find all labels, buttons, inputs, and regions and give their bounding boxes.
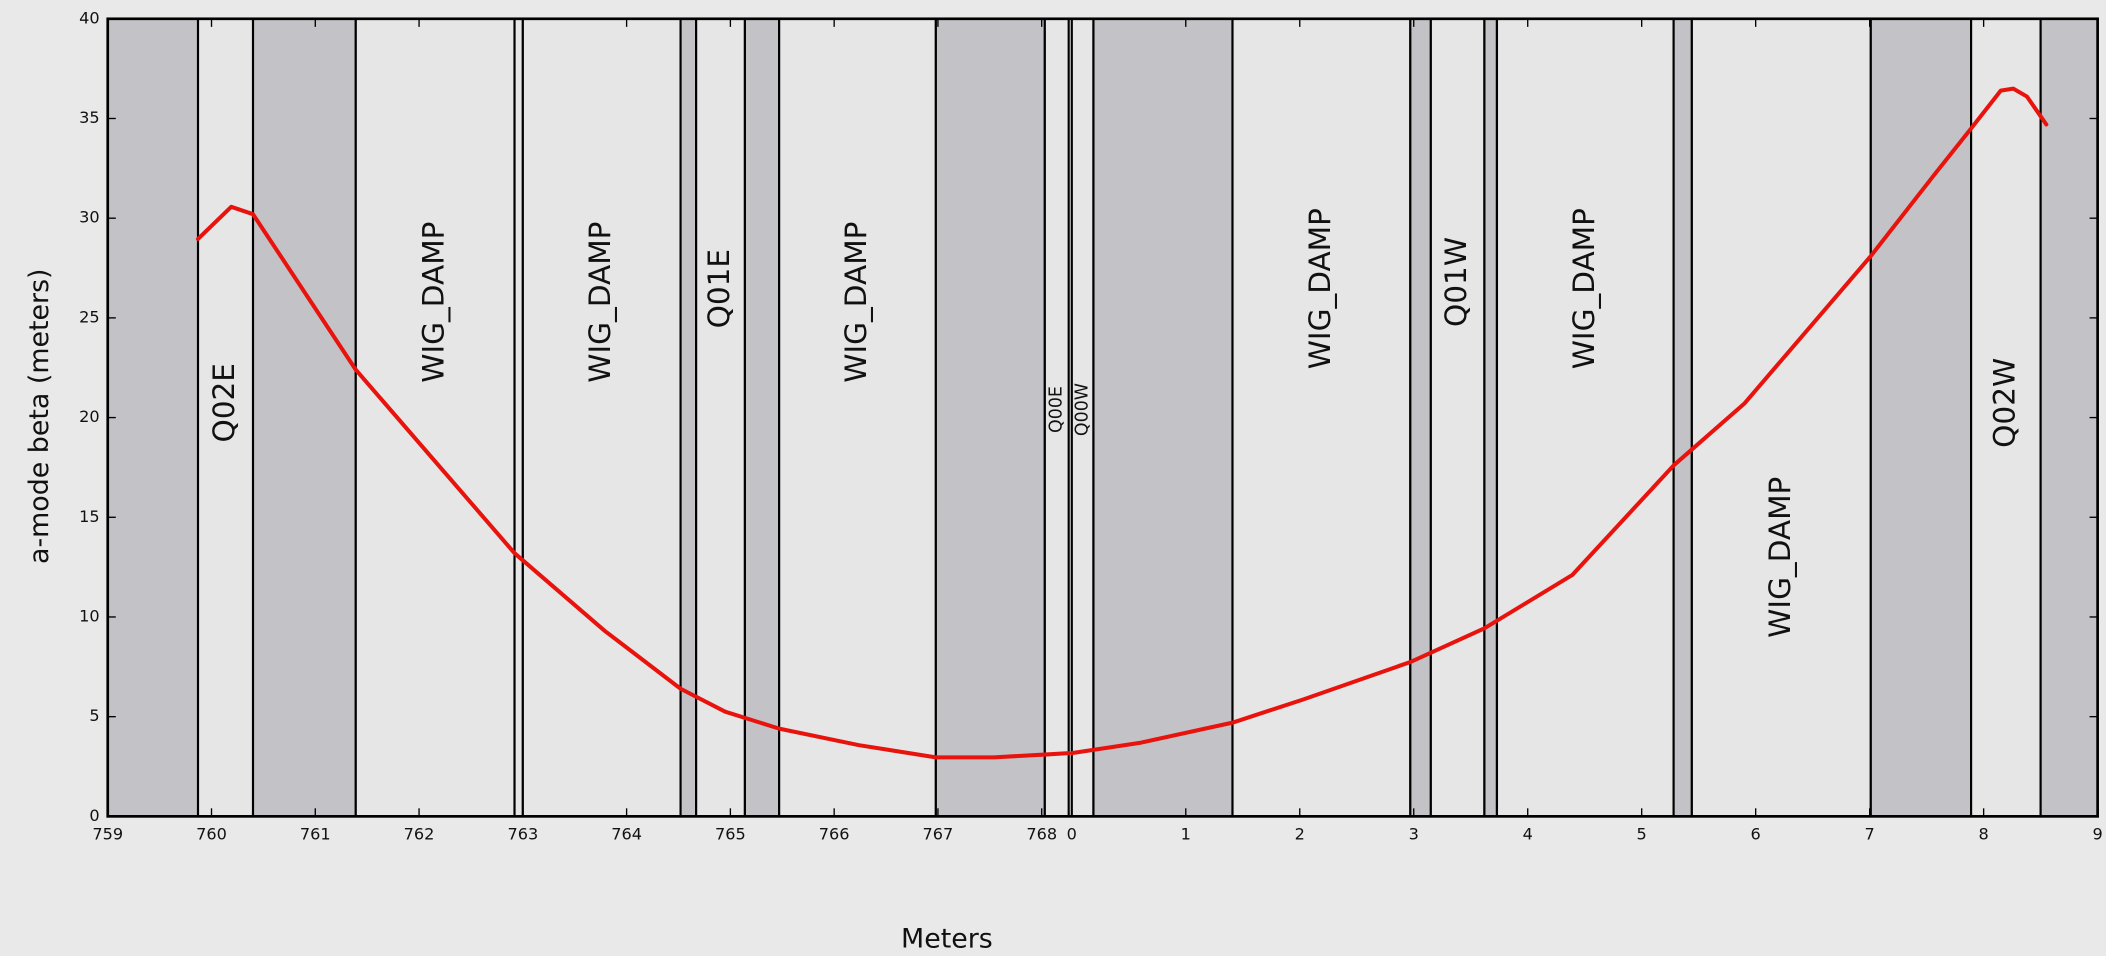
beta-curve	[1069, 86, 2049, 756]
element	[354, 17, 516, 818]
y-tick-label: 0	[89, 806, 99, 825]
element	[695, 17, 746, 818]
shaded-element	[1672, 17, 1693, 818]
x-tick-label: 761	[300, 825, 331, 844]
shaded-element	[743, 17, 781, 818]
x-tick-label: 765	[715, 825, 746, 844]
x-tick-label: 8	[1979, 825, 1989, 844]
shaded-element	[106, 17, 200, 818]
x-tick-label: 766	[819, 825, 850, 844]
x-tick-label: 5	[1637, 825, 1647, 844]
shaded-element	[1409, 17, 1432, 818]
element-label: WIG_DAMP	[417, 222, 451, 383]
x-tick-label: 759	[92, 825, 123, 844]
element-label: Q01W	[1439, 237, 1473, 327]
x-tick-label: 767	[923, 825, 954, 844]
y-tick-label: 30	[79, 208, 100, 227]
beta-curve	[196, 204, 1071, 760]
element	[196, 17, 255, 818]
y-tick-label: 10	[79, 606, 100, 625]
element-label: WIG_DAMP	[1303, 208, 1337, 369]
element-label: Q00W	[1073, 383, 1093, 436]
x-tick-label: 6	[1751, 825, 1761, 844]
x-axis-label: Meters	[901, 923, 993, 954]
x-tick-label: 7	[1865, 825, 1875, 844]
x-tick-label: 1	[1181, 825, 1191, 844]
element	[513, 17, 524, 818]
element-label: WIG_DAMP	[839, 222, 873, 383]
element-label: Q00E	[1047, 386, 1067, 433]
y-tick-label: 20	[79, 407, 100, 426]
x-tick-label: 768	[1026, 825, 1057, 844]
element	[521, 17, 682, 818]
shaded-element	[934, 17, 1046, 818]
x-tick-label: 4	[1523, 825, 1533, 844]
x-tick-label: 0	[1067, 825, 1077, 844]
element	[778, 17, 937, 818]
y-tick-label: 25	[79, 307, 100, 326]
element-label: Q02W	[1987, 358, 2021, 448]
element	[1231, 17, 1412, 818]
y-tick-label: 40	[79, 8, 100, 27]
x-tick-label: 3	[1409, 825, 1419, 844]
x-tick-label: 2	[1295, 825, 1305, 844]
element	[1429, 17, 1486, 818]
shaded-element	[1092, 17, 1234, 818]
element	[1495, 17, 1675, 818]
element-label: WIG_DAMP	[1567, 208, 1601, 369]
shaded-element	[251, 17, 357, 818]
y-tick-label: 15	[79, 507, 100, 526]
x-tick-label: 764	[611, 825, 642, 844]
y-axis-label: a-mode beta (meters)	[24, 268, 55, 564]
element	[1690, 17, 1872, 818]
element-label: WIG_DAMP	[583, 222, 617, 383]
shaded-element	[1869, 17, 1973, 818]
element-label: Q01E	[702, 249, 736, 328]
y-tick-label: 35	[79, 108, 100, 127]
shaded-element	[2039, 17, 2099, 818]
x-tick-label: 760	[196, 825, 227, 844]
x-tick-label: 9	[2092, 825, 2102, 844]
y-tick-label: 5	[89, 706, 99, 725]
x-tick-label: 763	[507, 825, 538, 844]
x-tick-label: 762	[404, 825, 435, 844]
element-label: Q02E	[207, 363, 241, 442]
shaded-element	[1483, 17, 1499, 818]
element-label: WIG_DAMP	[1763, 477, 1797, 638]
